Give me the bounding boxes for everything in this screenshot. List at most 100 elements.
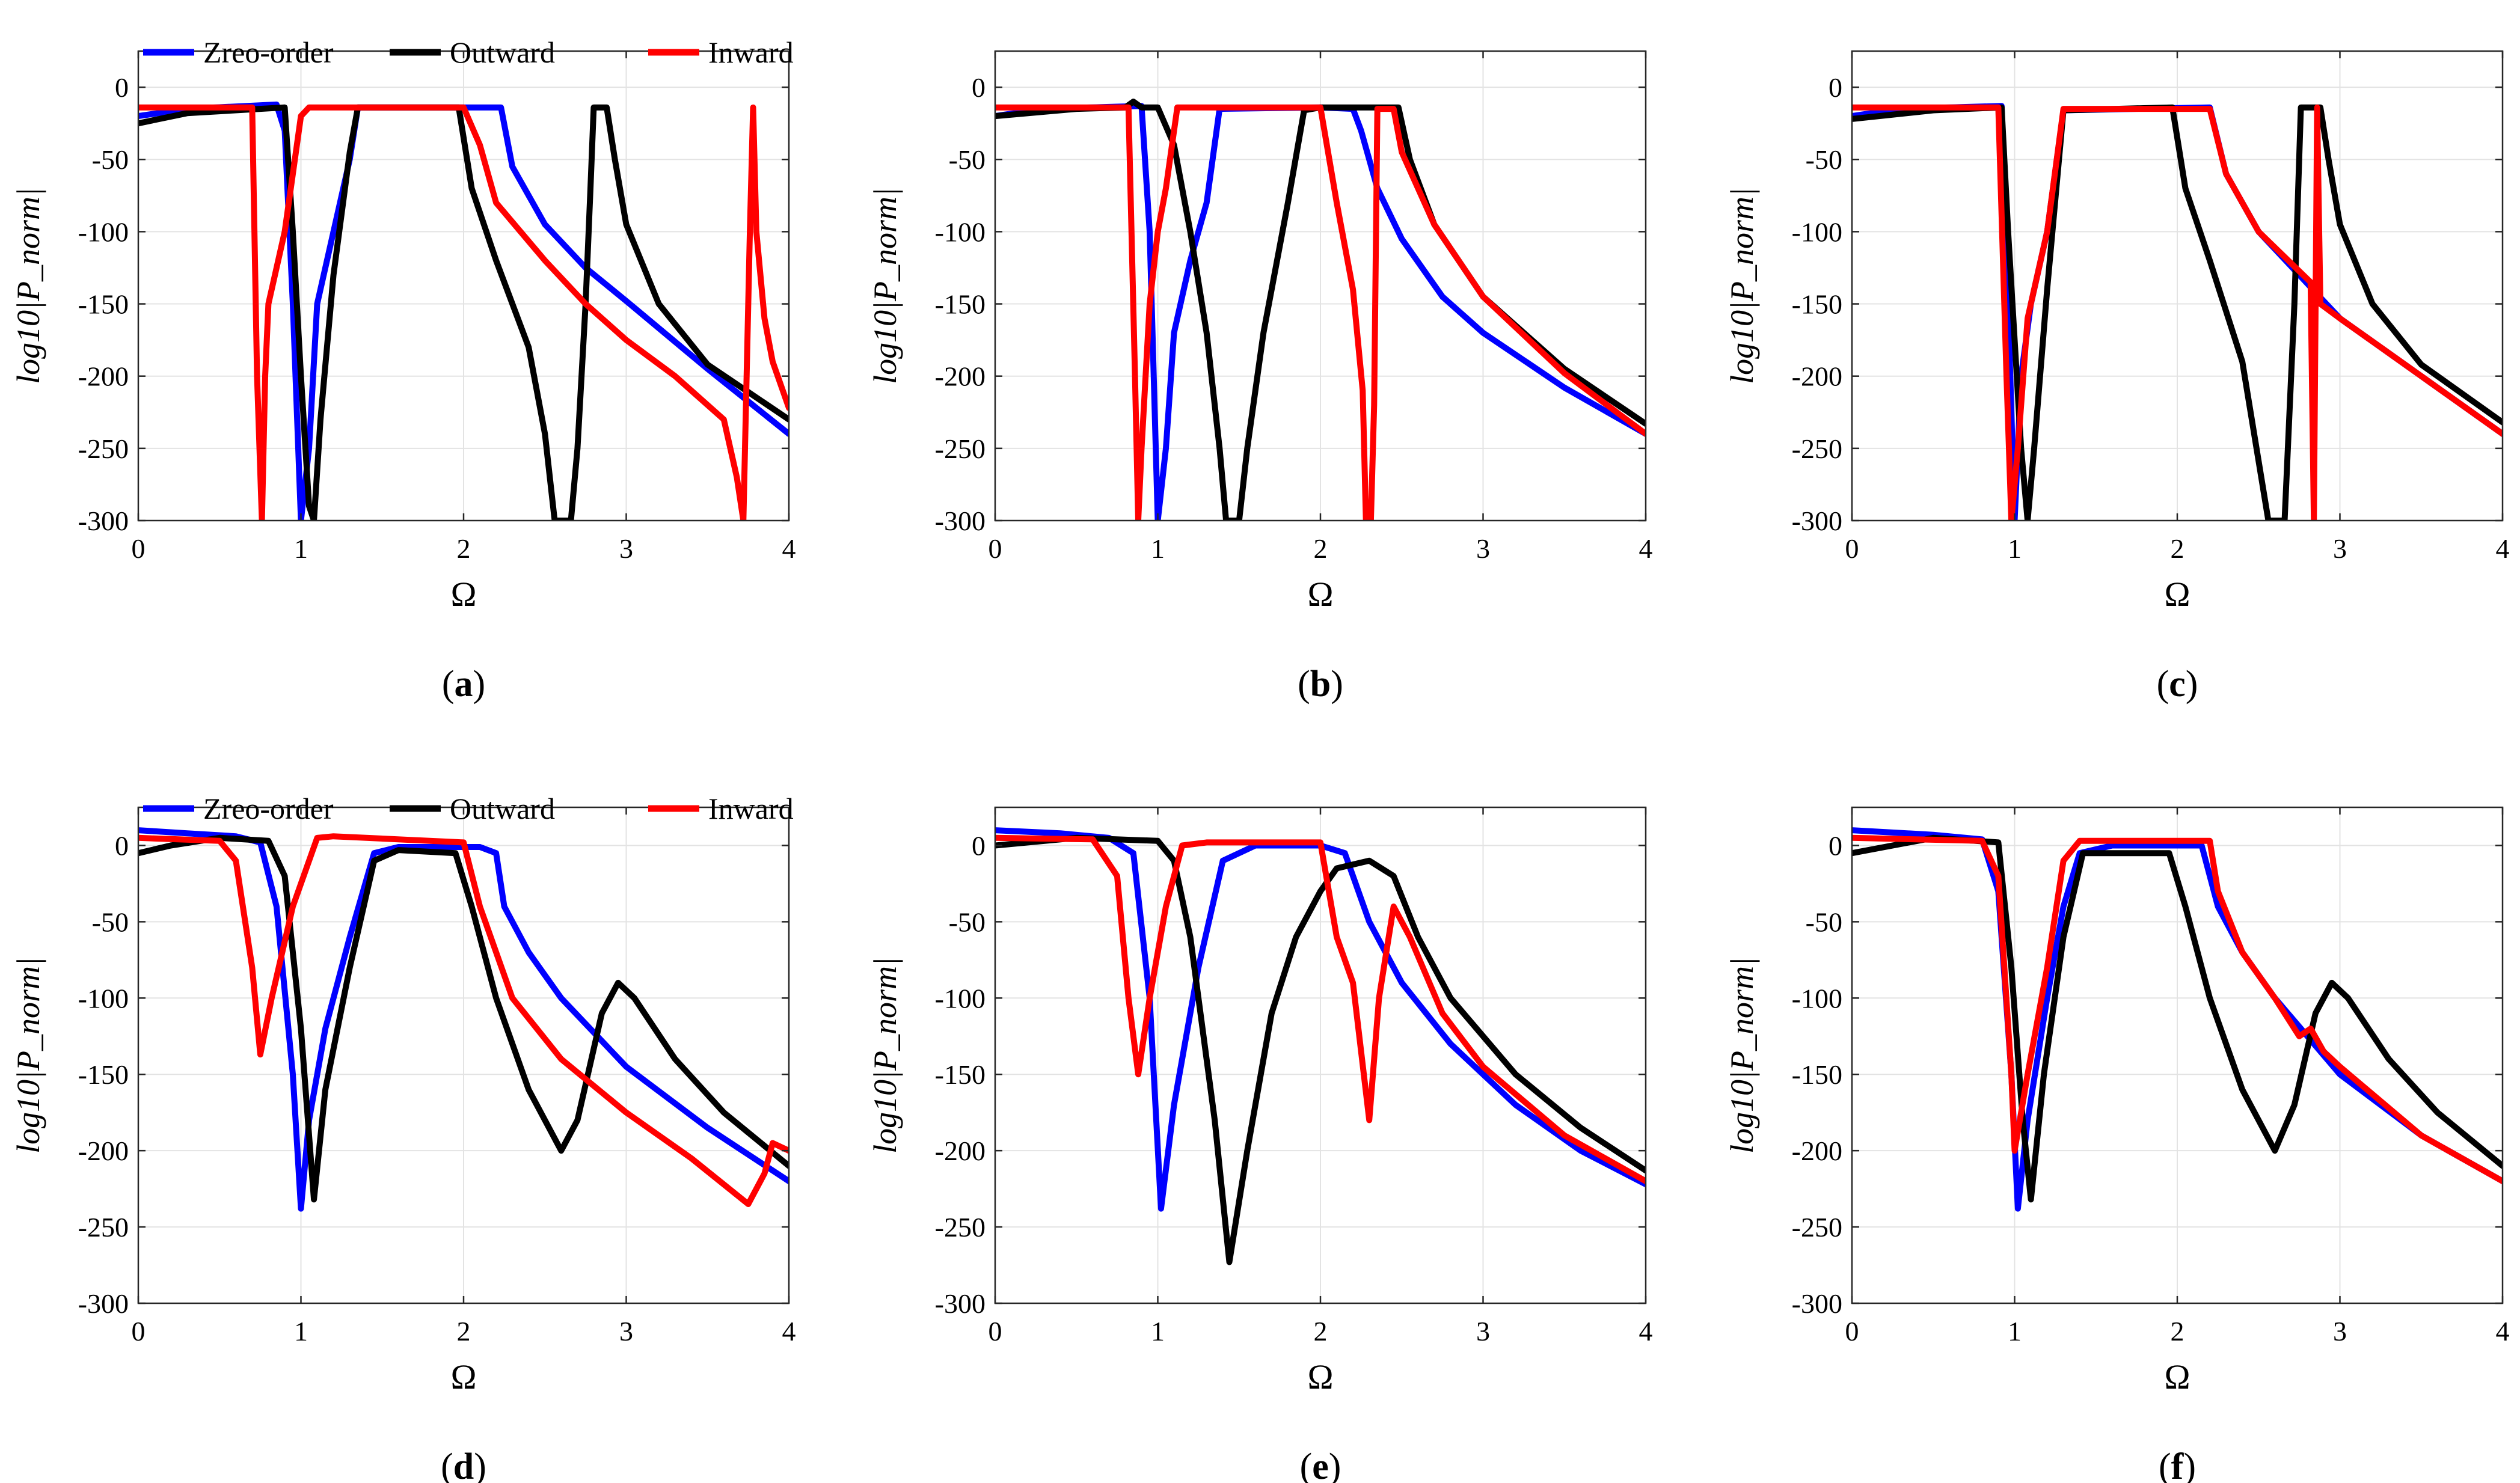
legend-label: Inward bbox=[708, 792, 794, 825]
series-line-zreo-order bbox=[995, 827, 1646, 1212]
y-tick-label: -200 bbox=[78, 1136, 129, 1166]
y-tick-label: -300 bbox=[935, 506, 986, 536]
y-tick-label: -150 bbox=[78, 289, 129, 320]
y-tick-label: 0 bbox=[115, 830, 129, 861]
panel-caption: (c) bbox=[2157, 664, 2198, 705]
y-tick-label: -100 bbox=[935, 216, 986, 247]
y-axis-label: log10|P_norm| bbox=[867, 957, 903, 1154]
panel-caption-letter: c bbox=[2169, 664, 2186, 705]
x-tick-label: 0 bbox=[132, 533, 146, 564]
y-tick-label: -150 bbox=[935, 1059, 986, 1090]
series-line-inward bbox=[1852, 834, 2503, 1184]
y-axis-label: log10|P_norm| bbox=[1724, 957, 1760, 1154]
series-line-inward bbox=[1852, 104, 2503, 521]
y-tick-label: -50 bbox=[92, 144, 129, 175]
y-tick-label: -100 bbox=[1792, 983, 1842, 1014]
x-tick-label: 0 bbox=[989, 1316, 1002, 1347]
x-tick-label: 0 bbox=[132, 1316, 146, 1347]
panel-caption-letter: f bbox=[2171, 1446, 2184, 1483]
y-tick-label: 0 bbox=[972, 830, 986, 861]
x-tick-label: 3 bbox=[1476, 1316, 1490, 1347]
x-tick-label: 4 bbox=[1639, 533, 1653, 564]
panel-caption: (d) bbox=[441, 1446, 486, 1483]
y-tick-label: -250 bbox=[78, 1212, 129, 1243]
legend-label: Outward bbox=[450, 35, 555, 69]
legend-label: Zreo-order bbox=[203, 35, 334, 69]
y-tick-label: 0 bbox=[1829, 72, 1842, 103]
y-tick-label: -100 bbox=[78, 216, 129, 247]
x-tick-label: 4 bbox=[1639, 1316, 1653, 1347]
panel-caption-letter: a bbox=[455, 664, 473, 705]
x-tick-label: 4 bbox=[2496, 1316, 2510, 1347]
x-axis-label: Ω bbox=[2164, 575, 2190, 614]
y-tick-label: -150 bbox=[935, 289, 986, 320]
legend-label: Inward bbox=[708, 35, 794, 69]
panel-caption-letter: e bbox=[1312, 1446, 1329, 1483]
panel-caption: (b) bbox=[1298, 664, 1343, 705]
series-line-inward bbox=[138, 104, 789, 521]
y-tick-label: 0 bbox=[972, 72, 986, 103]
y-tick-label: -200 bbox=[1792, 1136, 1842, 1166]
x-axis-label: Ω bbox=[1307, 1357, 1333, 1396]
panel-f: 0 1 2 3 4 0 -50 -100 -150 -200 -250 -300 Ωlog10|P_no… bbox=[1724, 806, 2510, 1483]
series-line-inward bbox=[138, 833, 789, 1207]
y-tick-label: -50 bbox=[1806, 907, 1842, 937]
y-tick-label: -300 bbox=[1792, 506, 1842, 536]
y-axis-label: log10|P_norm| bbox=[1724, 188, 1760, 384]
series-line-inward bbox=[995, 104, 1646, 521]
x-tick-label: 1 bbox=[2008, 533, 2022, 564]
y-tick-label: -150 bbox=[78, 1059, 129, 1090]
x-tick-label: 1 bbox=[2008, 1316, 2022, 1347]
x-tick-label: 2 bbox=[457, 533, 471, 564]
y-tick-label: -300 bbox=[78, 1288, 129, 1319]
y-tick-label: -50 bbox=[1806, 144, 1842, 175]
y-axis-label: log10|P_norm| bbox=[10, 957, 46, 1154]
x-tick-label: 0 bbox=[1845, 533, 1859, 564]
series-line-zreo-order bbox=[138, 827, 789, 1212]
x-tick-label: 3 bbox=[2333, 533, 2347, 564]
y-axis-label: log10|P_norm| bbox=[867, 188, 903, 384]
x-tick-label: 4 bbox=[2496, 533, 2510, 564]
panel-caption: (f) bbox=[2159, 1446, 2196, 1483]
x-tick-label: 2 bbox=[1314, 533, 1328, 564]
x-tick-label: 1 bbox=[1151, 533, 1165, 564]
legend: Zreo-order Outward Inward bbox=[143, 792, 794, 825]
x-tick-label: 3 bbox=[2333, 1316, 2347, 1347]
y-tick-label: -200 bbox=[78, 361, 129, 392]
legend: Zreo-order Outward Inward bbox=[143, 35, 794, 69]
x-tick-label: 0 bbox=[1845, 1316, 1859, 1347]
legend-label: Zreo-order bbox=[203, 792, 334, 825]
series-line-outward bbox=[138, 834, 789, 1203]
panel-d: 0 1 2 3 4 0 -50 -100 -150 -200 -250 -300 Ωlog10|P_no… bbox=[10, 792, 796, 1483]
panel-caption-letter: b bbox=[1310, 664, 1331, 705]
x-axis-label: Ω bbox=[2164, 1357, 2190, 1396]
series-line-outward bbox=[995, 834, 1646, 1265]
series-line-outward bbox=[1852, 834, 2503, 1203]
y-tick-label: -50 bbox=[92, 907, 129, 937]
y-tick-label: -100 bbox=[935, 983, 986, 1014]
x-tick-label: 2 bbox=[2171, 533, 2184, 564]
x-tick-label: 1 bbox=[1151, 1316, 1165, 1347]
panel-a: 0 1 2 3 4 0 -50 -100 -150 -200 -250 -300 Ωlog10|P_no… bbox=[10, 35, 796, 705]
panel-b: 0 1 2 3 4 0 -50 -100 -150 -200 -250 -300 Ωlog10|P_no… bbox=[867, 50, 1653, 705]
x-tick-label: 1 bbox=[294, 533, 308, 564]
y-tick-label: -300 bbox=[935, 1288, 986, 1319]
x-tick-label: 3 bbox=[1476, 533, 1490, 564]
y-tick-label: -50 bbox=[949, 144, 986, 175]
y-tick-label: -200 bbox=[935, 361, 986, 392]
series-line-outward bbox=[138, 104, 789, 521]
y-axis-label: log10|P_norm| bbox=[10, 188, 46, 384]
y-tick-label: -200 bbox=[935, 1136, 986, 1166]
x-tick-label: 2 bbox=[457, 1316, 471, 1347]
x-tick-label: 1 bbox=[294, 1316, 308, 1347]
series-line-inward bbox=[995, 834, 1646, 1184]
y-tick-label: -300 bbox=[1792, 1288, 1842, 1319]
x-axis-label: Ω bbox=[450, 1357, 476, 1396]
x-tick-label: 3 bbox=[619, 1316, 633, 1347]
x-tick-label: 4 bbox=[782, 533, 796, 564]
x-tick-label: 2 bbox=[2171, 1316, 2184, 1347]
y-tick-label: -150 bbox=[1792, 1059, 1842, 1090]
panel-c: 0 1 2 3 4 0 -50 -100 -150 -200 -250 -300 Ωlog10|P_no… bbox=[1724, 50, 2510, 705]
legend-label: Outward bbox=[450, 792, 555, 825]
